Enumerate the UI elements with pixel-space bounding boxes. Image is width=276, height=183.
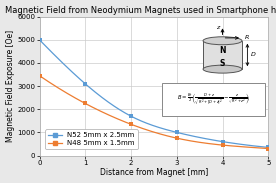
X-axis label: Distance from Magnet [mm]: Distance from Magnet [mm] bbox=[100, 168, 208, 178]
Y-axis label: Magnetic Field Exposure [Oe]: Magnetic Field Exposure [Oe] bbox=[6, 30, 15, 142]
Title: Magnetic Field from Neodymium Magnets used in Smartphone holders: Magnetic Field from Neodymium Magnets us… bbox=[5, 5, 276, 15]
Legend: N52 5mm x 2.5mm, N48 5mm x 1.5mm: N52 5mm x 2.5mm, N48 5mm x 1.5mm bbox=[45, 130, 138, 149]
